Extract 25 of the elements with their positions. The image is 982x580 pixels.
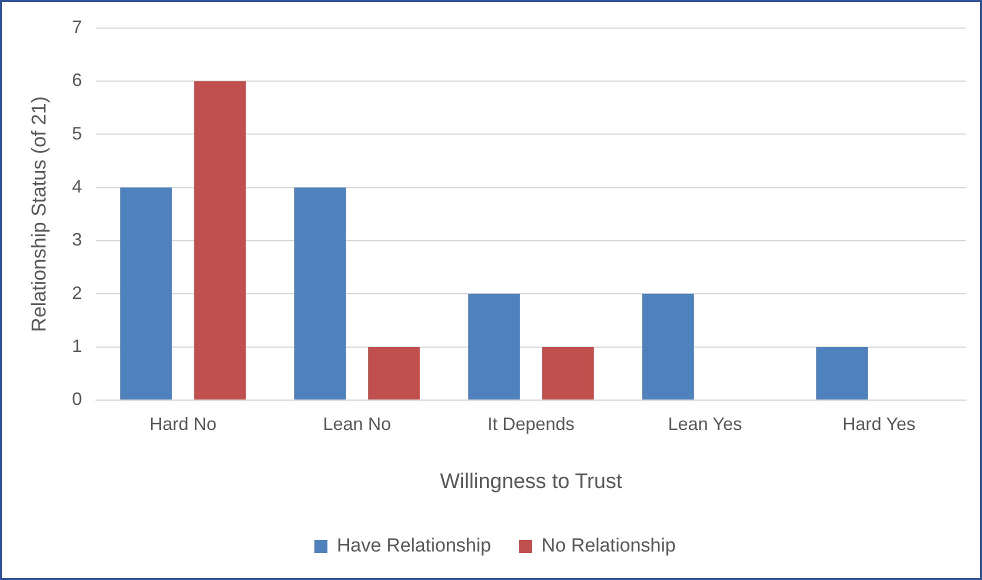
x-tick-label: Lean No	[322, 414, 392, 434]
bar	[642, 294, 694, 400]
y-tick-label: 2	[72, 282, 82, 303]
y-axis-title: Relationship Status (of 21)	[28, 96, 51, 332]
x-axis-title: Willingness to Trust	[440, 470, 622, 494]
legend-label: Have Relationship	[336, 536, 492, 557]
bar	[816, 347, 868, 400]
y-tick-label: 0	[72, 389, 82, 410]
legend-label: No Relationship	[542, 536, 676, 557]
bar	[368, 347, 420, 400]
bar	[542, 347, 594, 400]
bar	[468, 294, 520, 400]
bar	[120, 188, 172, 400]
x-tick-label: It Depends	[487, 414, 575, 434]
x-tick-label: Lean Yes	[668, 414, 742, 434]
y-tick-label: 6	[72, 70, 82, 90]
x-tick-label: Hard Yes	[842, 414, 916, 434]
y-tick-label: 1	[72, 336, 82, 356]
y-tick-label: 5	[72, 123, 82, 144]
y-tick-label: 3	[72, 230, 82, 250]
y-tick-label: 7	[72, 16, 82, 37]
x-tick-label: Hard No	[149, 414, 217, 434]
y-tick-label: 4	[72, 176, 82, 196]
bar	[194, 81, 246, 400]
bar	[294, 188, 346, 400]
